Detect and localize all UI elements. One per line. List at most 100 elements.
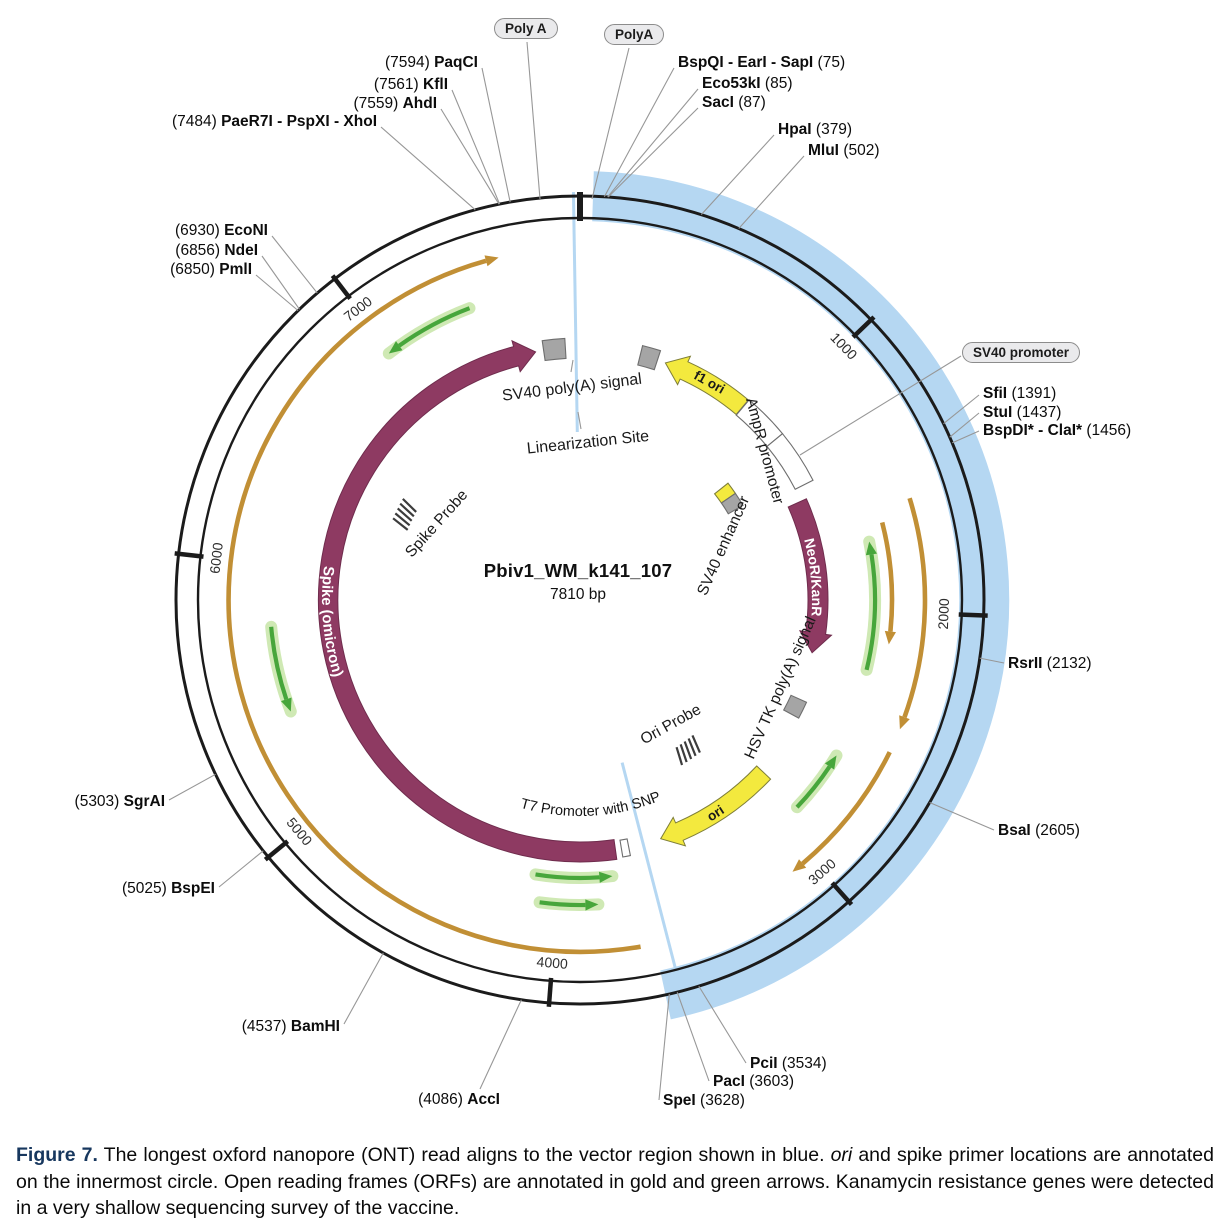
leader-paer7i-pspxi-xhoi [380,126,476,211]
leader-kfli [451,89,501,205]
enzyme-position: (4086) [418,1091,463,1108]
enzyme-label-ndei: (6856) NdeI [175,242,258,260]
enzyme-name: PacI [713,1073,745,1090]
enzyme-label-saci: SacI (87) [702,94,766,112]
tick-label-4000: 4000 [536,953,568,971]
orf-gold-left-long-shaft [226,258,641,955]
tick-label-2000: 2000 [935,598,952,630]
enzyme-name: SfiI [983,385,1008,402]
leader-rsrii [979,657,1005,664]
leader-acci [479,999,522,1090]
enzyme-position: (85) [764,75,793,92]
enzyme-name: RsrII [1008,655,1043,672]
leader-pcii [698,985,747,1064]
leader-ndei [261,255,300,310]
tick-mark-6000 [174,551,204,559]
enzyme-name: AhdI [402,95,437,112]
enzyme-position: (4537) [241,1018,287,1035]
tick-mark-3000 [830,881,854,907]
enzyme-name: KflI [423,76,448,93]
enzyme-position: (7561) [373,76,419,93]
enzyme-name: StuI [983,404,1013,421]
enzyme-label-rsrii: RsrII (2132) [1008,655,1092,673]
enzyme-label-econi: (6930) EcoNI [175,222,268,240]
enzyme-label-paer7i-pspxi-xhoi: (7484) PaeR7I - PspXI - XhoI [172,113,377,131]
enzyme-label-sfii: SfiI (1391) [983,385,1056,403]
leader-sfii [943,394,980,425]
orf-gold-lower-right-head [792,859,807,872]
leader-pmli [255,274,299,312]
enzyme-position: (5025) [121,880,167,897]
orf-gold-right-outer-head [899,715,910,730]
misc-gray-box [637,344,662,371]
orf-green-right-head [865,541,877,556]
leader-mlui [738,155,805,229]
leader-pill-sv40-promoter [799,355,962,456]
leader-ahdi [440,108,500,205]
enzyme-position: (1391) [1011,385,1057,402]
enzyme-name: BspDI* - ClaI* [983,422,1083,439]
enzyme-label-pmli: (6850) PmlI [170,261,252,279]
orf-green-bottom-outer-head [585,899,599,911]
enzyme-position: (6856) [175,242,221,259]
caption-text-before: The longest oxford nanopore (ONT) read a… [103,1144,831,1166]
spike-probe-marks [392,498,417,531]
orf-green-top-left-shaft [397,306,471,348]
orf-gold-right-inner-shaft [879,521,895,632]
enzyme-name: NdeI [224,242,258,259]
orf-green-right-shaft [864,554,878,671]
map-labels-layer: (7594) PaqCI (7561) KflI (7559) AhdI (7484)… [75,18,1131,1109]
leader-spei [658,993,670,1101]
enzyme-name: HpaI [778,121,812,138]
orf-gold-right-inner-head [884,630,896,645]
enzyme-position: (3534) [781,1055,827,1072]
leader-bspdi-clai- [951,430,980,444]
leader-bamhi [343,952,384,1025]
enzyme-label-mlui: MluI (502) [808,142,880,160]
ori-probe-marks [675,734,701,766]
enzyme-name: SacI [702,94,734,111]
misc-leader-0 [577,411,582,430]
hsv-tk-polya-box [782,694,808,719]
leader-hpai [700,134,775,216]
enzyme-label-bspei: (5025) BspEI [122,880,215,898]
orf-green-lower-right-shaft [795,765,832,809]
enzyme-name: BsaI [998,822,1031,839]
enzyme-label-bsai: BsaI (2605) [998,822,1080,840]
enzyme-label-acci: (4086) AccI [418,1091,500,1109]
leader-paci [676,991,710,1082]
enzyme-position: (1456) [1086,422,1132,439]
enzyme-label-eco53ki: Eco53kI (85) [702,75,793,93]
enzyme-position: (2132) [1046,655,1092,672]
enzyme-label-kfli: (7561) KflI [374,76,448,94]
misc-leader-1 [570,359,574,373]
enzyme-position: (3603) [749,1073,795,1090]
caption-text-after: and spike primer locations are annotated… [16,1144,1214,1220]
ori-feature [659,765,772,847]
figure-label: Figure 7. [16,1144,98,1166]
enzyme-label-sgrai: (5303) SgrAI [75,793,165,811]
sv40-enhancer-gray-box [720,492,744,515]
orf-gold-lower-right-shaft [801,751,892,866]
enzyme-position: (3628) [700,1092,745,1109]
enzyme-position: (6850) [170,261,215,278]
orf-green-top-left-head [388,341,403,354]
caption-ori-italic: ori [830,1144,853,1166]
leader-bspei [218,850,264,888]
tick-mark-4000 [546,977,554,1007]
enzyme-position: (7484) [171,113,217,130]
orf-gold-left-long-head [484,255,499,267]
enzyme-name: BspEI [171,880,215,897]
figure-caption: Figure 7. The longest oxford nanopore (O… [16,1142,1214,1222]
enzyme-position: (87) [738,94,766,111]
tick-mark-2000 [958,612,988,618]
enzyme-label-hpai: HpaI (379) [778,121,852,139]
enzyme-name: PciI [750,1055,778,1072]
leader-sgrai [168,773,216,801]
neor-kanr-cds [787,498,833,654]
leader-econi [271,235,318,294]
orf-green-lower-right-head [824,755,837,770]
enzyme-label-bspdi-clai-: BspDI* - ClaI* (1456) [983,422,1131,440]
enzyme-position: (5303) [74,793,120,810]
